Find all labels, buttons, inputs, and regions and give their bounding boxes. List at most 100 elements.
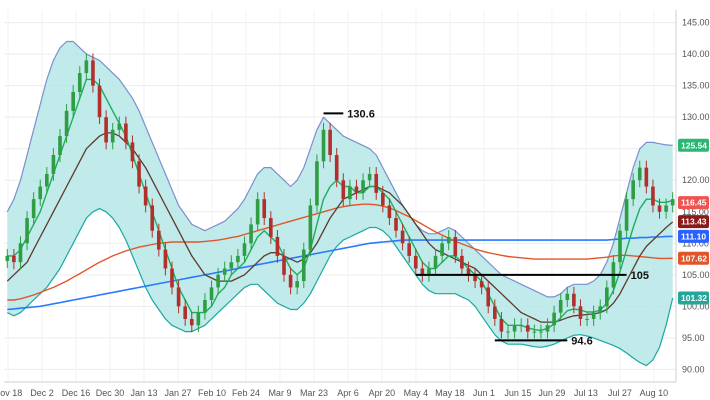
x-tick-label: May 18 <box>435 388 465 398</box>
candle <box>163 249 168 269</box>
candle <box>229 262 234 269</box>
y-tick-label: 95.00 <box>682 333 705 343</box>
candle <box>532 331 537 333</box>
candle <box>552 312 556 326</box>
candle <box>77 73 82 92</box>
x-tick-label: Apr 6 <box>337 388 359 398</box>
candle <box>222 268 227 275</box>
x-tick-label: Nov 18 <box>0 388 22 398</box>
candles <box>5 53 675 339</box>
x-tick-label: Dec 30 <box>96 388 125 398</box>
price-badge <box>678 229 709 243</box>
axes: 145.00140.00135.00130.00125.00120.00115.… <box>0 10 710 398</box>
ma-mid-line <box>6 132 674 323</box>
candle <box>572 293 576 307</box>
candle <box>124 123 128 143</box>
x-tick-label: Mar 9 <box>268 388 291 398</box>
candle <box>275 236 280 256</box>
candle <box>651 186 655 206</box>
x-tick-label: May 4 <box>404 388 429 398</box>
candle <box>334 155 339 181</box>
candle <box>249 224 253 244</box>
candle <box>585 318 589 320</box>
candle <box>413 255 418 269</box>
candle <box>209 287 214 301</box>
price-badge-label: 111.10 <box>681 231 706 241</box>
candle <box>84 60 89 74</box>
annotation-label: 105 <box>631 270 649 282</box>
ma-fast-line <box>7 78 673 331</box>
candle <box>51 155 56 174</box>
candle <box>453 236 458 256</box>
x-tick-label: Mar 23 <box>300 388 328 398</box>
candle <box>236 255 240 263</box>
candle <box>45 173 49 187</box>
candle <box>18 243 23 263</box>
candle <box>539 331 543 333</box>
y-tick-label: 140.00 <box>682 49 710 59</box>
candle <box>657 205 662 212</box>
candle <box>407 243 411 256</box>
candle <box>176 287 181 307</box>
candle <box>315 161 319 206</box>
moving-averages <box>6 78 674 331</box>
candle <box>354 186 359 193</box>
candle <box>262 199 267 219</box>
candle <box>506 331 510 333</box>
y-tick-label: 120.00 <box>682 175 710 185</box>
candle <box>605 287 609 307</box>
candle <box>242 243 247 256</box>
y-tick-label: 135.00 <box>682 81 710 91</box>
candle <box>255 199 260 225</box>
band-upper-line <box>6 40 673 298</box>
candle <box>321 129 326 162</box>
x-tick-label: Jul 13 <box>574 388 598 398</box>
x-tick-label: Jun 15 <box>504 388 531 398</box>
candle <box>367 173 372 181</box>
x-tick-label: Jun 1 <box>473 388 495 398</box>
candle <box>598 306 603 313</box>
candle <box>157 230 161 250</box>
candle <box>670 199 675 206</box>
ma-long-line <box>7 203 673 301</box>
candle <box>150 205 155 231</box>
x-tick-label: Dec 16 <box>62 388 91 398</box>
candle <box>446 236 451 244</box>
x-tick-label: Aug 10 <box>640 388 669 398</box>
x-tick-label: Jan 27 <box>164 388 191 398</box>
candle <box>110 129 115 143</box>
candle <box>130 142 135 162</box>
candle <box>269 218 273 237</box>
candle <box>288 274 293 288</box>
price-badge-label: 113.43 <box>681 217 707 227</box>
candle <box>361 180 365 193</box>
candle <box>348 186 352 200</box>
candle <box>31 199 36 219</box>
candle <box>618 230 622 263</box>
candle <box>440 243 444 256</box>
candle <box>328 129 332 156</box>
price-badges: 125.54 116.45 113.43 111.10 107.62 101.32 <box>678 138 709 305</box>
price-badge <box>678 138 709 152</box>
annotations: 130.6 105 94.6 <box>323 108 649 347</box>
price-badge <box>678 215 709 229</box>
candle <box>387 205 392 219</box>
candle <box>5 255 10 261</box>
candle <box>486 287 491 307</box>
candle <box>117 123 122 130</box>
price-badge-label: 116.45 <box>681 198 707 208</box>
x-tick-label: Apr 20 <box>369 388 396 398</box>
candle <box>394 218 398 231</box>
x-tick-label: Feb 10 <box>198 388 226 398</box>
candle <box>427 268 431 275</box>
candle <box>341 180 346 200</box>
y-tick-label: 145.00 <box>682 18 710 28</box>
x-tick-label: Feb 24 <box>232 388 260 398</box>
candle <box>558 300 563 313</box>
candle <box>91 60 95 86</box>
candle <box>71 91 75 111</box>
candle <box>143 186 148 206</box>
candle <box>189 318 194 326</box>
candle <box>183 306 187 319</box>
